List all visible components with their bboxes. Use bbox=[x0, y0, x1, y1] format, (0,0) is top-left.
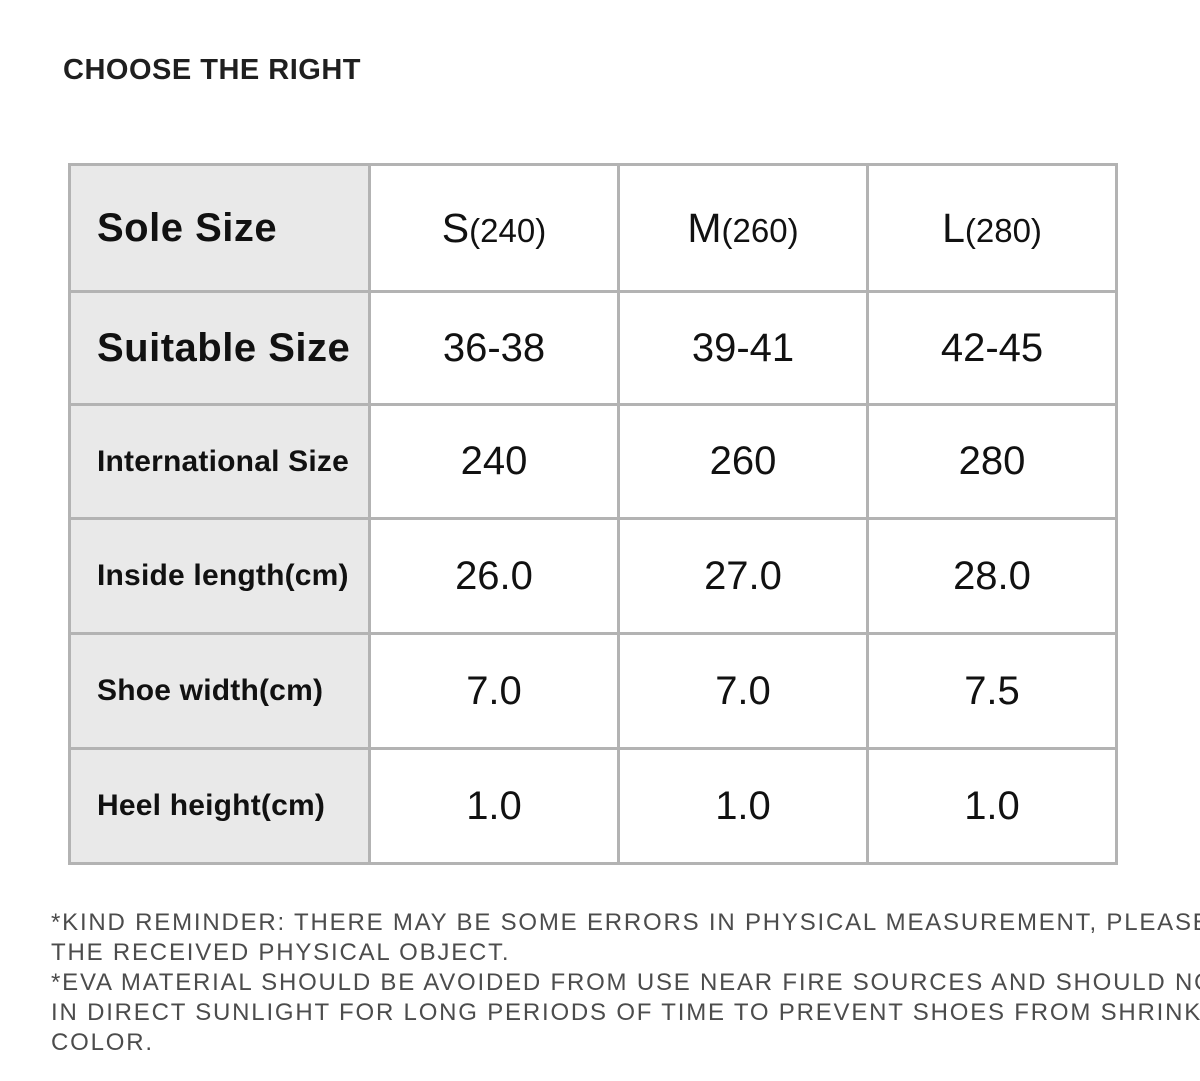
table-row-inside-length: Inside length(cm) 26.0 27.0 28.0 bbox=[68, 517, 1118, 635]
value-cell: 1.0 bbox=[866, 747, 1118, 865]
cell-value: 1.0 bbox=[715, 783, 771, 828]
size-table: Sole Size S(240) M(260) L(280) Suitable … bbox=[68, 163, 1118, 865]
size-option-cell: L(280) bbox=[866, 163, 1118, 293]
value-cell: 42-45 bbox=[866, 290, 1118, 406]
note-line: COLOR. bbox=[51, 1029, 154, 1056]
value-cell: 1.0 bbox=[617, 747, 869, 865]
cell-value: 42-45 bbox=[940, 325, 1044, 370]
value-cell: 39-41 bbox=[617, 290, 869, 406]
value-cell: 7.5 bbox=[866, 632, 1118, 750]
cell-value: 7.5 bbox=[964, 668, 1020, 713]
note-line: THE RECEIVED PHYSICAL OBJECT. bbox=[51, 939, 511, 966]
value-cell: 7.0 bbox=[368, 632, 620, 750]
row-header-cell: Heel height(cm) bbox=[68, 747, 371, 865]
cell-value: 1.0 bbox=[466, 783, 522, 828]
size-option-cell: M(260) bbox=[617, 163, 869, 293]
notes-section: *KIND REMINDER: THERE MAY BE SOME ERRORS… bbox=[51, 908, 1200, 1058]
table-row-suitable-size: Suitable Size 36-38 39-41 42-45 bbox=[68, 290, 1118, 406]
row-header-cell: Sole Size bbox=[68, 163, 371, 293]
size-paren: (280) bbox=[964, 211, 1042, 249]
cell-value: 260 bbox=[709, 439, 777, 483]
size-option-cell: S(240) bbox=[368, 163, 620, 293]
note-line: *KIND REMINDER: THERE MAY BE SOME ERRORS… bbox=[51, 909, 1200, 936]
size-letter: M bbox=[687, 204, 722, 251]
size-letter: S bbox=[441, 204, 470, 251]
cell-value: 240 bbox=[460, 439, 528, 483]
value-cell: 280 bbox=[866, 403, 1118, 520]
table-row-sole-size: Sole Size S(240) M(260) L(280) bbox=[68, 163, 1118, 293]
value-cell: 36-38 bbox=[368, 290, 620, 406]
row-header-cell: International Size bbox=[68, 403, 371, 520]
row-header-cell: Inside length(cm) bbox=[68, 517, 371, 635]
row-label: Sole Size bbox=[97, 205, 278, 250]
cell-value: 36-38 bbox=[442, 325, 546, 370]
row-label: Suitable Size bbox=[97, 325, 351, 370]
row-label: Inside length(cm) bbox=[97, 559, 349, 592]
table-row-heel-height: Heel height(cm) 1.0 1.0 1.0 bbox=[68, 747, 1118, 865]
cell-value: 1.0 bbox=[964, 783, 1020, 828]
cell-value: 7.0 bbox=[715, 668, 771, 713]
value-cell: 7.0 bbox=[617, 632, 869, 750]
note-line: IN DIRECT SUNLIGHT FOR LONG PERIODS OF T… bbox=[51, 999, 1200, 1026]
cell-value: 39-41 bbox=[691, 325, 795, 370]
cell-value: 7.0 bbox=[466, 668, 522, 713]
cell-value: 26.0 bbox=[455, 553, 533, 598]
size-paren: (240) bbox=[469, 211, 547, 249]
row-label: International Size bbox=[97, 444, 349, 478]
table-row-international-size: International Size 240 260 280 bbox=[68, 403, 1118, 520]
cell-value: 28.0 bbox=[953, 553, 1031, 598]
size-letter: L bbox=[942, 204, 965, 251]
page-title: CHOOSE THE RIGHT bbox=[63, 54, 362, 86]
value-cell: 240 bbox=[368, 403, 620, 520]
table-row-shoe-width: Shoe width(cm) 7.0 7.0 7.5 bbox=[68, 632, 1118, 750]
cell-value: 280 bbox=[958, 439, 1026, 483]
row-label: Heel height(cm) bbox=[97, 789, 326, 822]
size-paren: (260) bbox=[721, 211, 799, 249]
row-header-cell: Shoe width(cm) bbox=[68, 632, 371, 750]
value-cell: 28.0 bbox=[866, 517, 1118, 635]
value-cell: 27.0 bbox=[617, 517, 869, 635]
cell-value: 27.0 bbox=[704, 553, 782, 598]
note-line: *EVA MATERIAL SHOULD BE AVOIDED FROM USE… bbox=[51, 969, 1200, 996]
value-cell: 1.0 bbox=[368, 747, 620, 865]
row-header-cell: Suitable Size bbox=[68, 290, 371, 406]
row-label: Shoe width(cm) bbox=[97, 674, 324, 707]
value-cell: 260 bbox=[617, 403, 869, 520]
value-cell: 26.0 bbox=[368, 517, 620, 635]
